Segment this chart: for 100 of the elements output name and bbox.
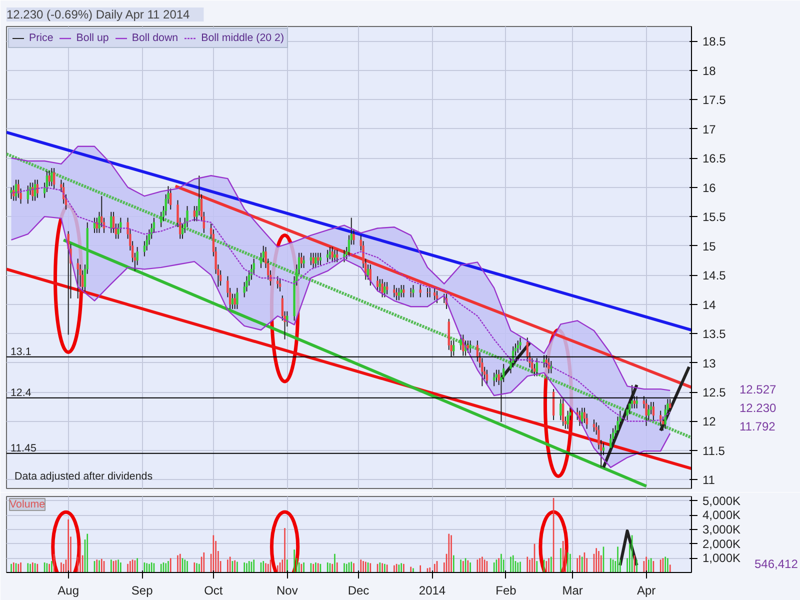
candlestick bbox=[52, 168, 56, 190]
y-tick-label: 11.5 bbox=[702, 444, 726, 458]
x-tick-label: Mar bbox=[562, 584, 583, 598]
candlestick bbox=[76, 258, 79, 299]
candlestick bbox=[32, 182, 34, 202]
legend-title: Price bbox=[29, 32, 54, 44]
candlestick bbox=[562, 398, 564, 426]
candlestick bbox=[400, 284, 402, 298]
candlestick bbox=[343, 249, 346, 263]
y-tick-label: 15.5 bbox=[702, 210, 726, 224]
y-tick-label: 17 bbox=[702, 122, 716, 136]
x-tick-label: Dec bbox=[348, 584, 370, 598]
chart-title: 12.230 (-0.69%) Daily Apr 11 2014 bbox=[6, 8, 190, 22]
x-tick-label: 2014 bbox=[418, 584, 446, 598]
y-tick-label: 2,000K bbox=[702, 536, 741, 551]
candlestick bbox=[386, 282, 388, 295]
candlestick bbox=[434, 287, 436, 301]
y-tick-label: 13.5 bbox=[702, 327, 726, 342]
y-tick-label: 15 bbox=[702, 239, 716, 254]
y-tick-label: 14 bbox=[702, 298, 716, 312]
x-tick-label: Apr bbox=[636, 584, 656, 598]
candlestick bbox=[369, 264, 372, 286]
y-tick-label: 16.5 bbox=[702, 152, 726, 166]
chart-title: Volume bbox=[10, 498, 46, 510]
candlestick bbox=[469, 340, 472, 354]
candlestick bbox=[34, 179, 36, 202]
y-tick-label: 18.5 bbox=[702, 34, 726, 49]
candlestick bbox=[486, 369, 488, 386]
candlestick bbox=[326, 249, 329, 263]
candlestick bbox=[336, 249, 338, 263]
text: 11.792 bbox=[740, 420, 776, 434]
candlestick bbox=[302, 255, 305, 269]
candlestick bbox=[566, 410, 569, 430]
y-tick-label: 1,000K bbox=[702, 551, 741, 566]
candlestick bbox=[393, 284, 396, 298]
y-tick-label: 16 bbox=[702, 180, 716, 195]
candlestick bbox=[645, 398, 648, 426]
candlestick bbox=[110, 211, 112, 234]
ref-line-label: 13.1 bbox=[10, 346, 32, 358]
candlestick bbox=[36, 179, 39, 198]
candlestick bbox=[550, 360, 552, 374]
y-tick-label: 17.5 bbox=[702, 93, 726, 108]
candlestick bbox=[26, 185, 29, 204]
candlestick bbox=[236, 287, 238, 310]
candlestick bbox=[310, 252, 312, 266]
candlestick bbox=[14, 179, 18, 202]
candlestick bbox=[466, 340, 470, 354]
candlestick bbox=[402, 284, 405, 298]
candlestick bbox=[314, 252, 317, 269]
candlestick bbox=[493, 372, 496, 387]
candlestick bbox=[50, 168, 53, 187]
candlestick bbox=[276, 276, 279, 289]
candlestick bbox=[636, 396, 638, 409]
candlestick bbox=[331, 246, 334, 263]
x-tick-label: Nov bbox=[276, 584, 298, 598]
candlestick bbox=[193, 206, 196, 222]
legend-label: Boll middle (20 2) bbox=[201, 32, 284, 44]
y-tick-label: 14.5 bbox=[702, 268, 726, 283]
candlestick bbox=[592, 418, 596, 432]
x-tick-label: Sep bbox=[131, 584, 154, 598]
candlestick bbox=[334, 249, 336, 263]
y-tick-label: 18 bbox=[702, 64, 716, 78]
y-tick-label: 4,000K bbox=[702, 508, 741, 522]
y-tick-label: 3,000K bbox=[702, 522, 741, 536]
candlestick bbox=[436, 290, 438, 304]
candlestick bbox=[412, 284, 414, 298]
candlestick bbox=[328, 246, 332, 260]
annotation: Data adjusted after dividends bbox=[14, 470, 153, 482]
text: 12.527 bbox=[740, 382, 777, 397]
candlestick bbox=[278, 278, 282, 292]
ref-line-label: 12.4 bbox=[10, 386, 32, 399]
x-tick-label: Oct bbox=[204, 584, 224, 598]
candlestick bbox=[398, 287, 400, 301]
candlestick bbox=[419, 284, 422, 298]
y-tick-label: 12.5 bbox=[702, 386, 726, 400]
ref-line-label: 11.45 bbox=[10, 442, 36, 454]
candlestick bbox=[652, 401, 655, 421]
candlestick bbox=[669, 398, 672, 412]
candlestick bbox=[10, 186, 12, 200]
text: 12.230 bbox=[740, 401, 777, 416]
y-tick-label: 12 bbox=[702, 414, 716, 429]
legend-label: Boll up bbox=[76, 32, 109, 44]
candlestick bbox=[581, 407, 584, 426]
x-tick-label: Feb bbox=[496, 584, 517, 598]
candlestick bbox=[384, 282, 386, 298]
candlestick bbox=[395, 287, 398, 301]
candlestick bbox=[170, 188, 172, 210]
candlestick bbox=[536, 358, 538, 377]
legend-label: Boll down bbox=[132, 32, 178, 44]
candlestick bbox=[319, 252, 322, 266]
candlestick bbox=[548, 358, 550, 374]
text: 546,412 bbox=[754, 556, 798, 571]
x-tick-label: Aug bbox=[58, 584, 80, 598]
y-tick-label: 5,000K bbox=[702, 494, 741, 508]
candlestick bbox=[381, 278, 384, 298]
candlestick bbox=[495, 369, 498, 383]
y-tick-label: 13 bbox=[702, 356, 716, 370]
candlestick bbox=[312, 252, 314, 269]
candlestick bbox=[452, 340, 455, 356]
candlestick bbox=[316, 252, 320, 266]
